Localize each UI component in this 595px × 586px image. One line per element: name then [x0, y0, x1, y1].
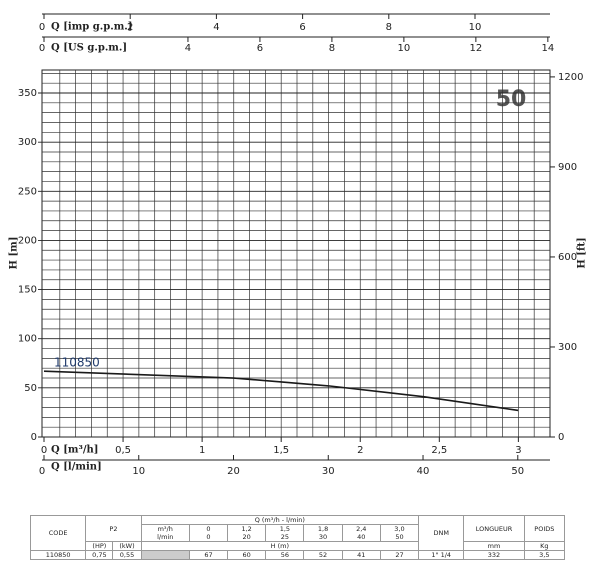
- value: 0: [206, 525, 211, 533]
- y-tick-label: 350: [18, 88, 37, 99]
- cell: mm: [463, 541, 525, 551]
- x-tick-label: 1: [199, 445, 205, 456]
- value: 2,4: [356, 525, 367, 533]
- y-tick-label: 0: [31, 432, 37, 443]
- x-tick-label: 0: [39, 43, 45, 54]
- y2-axis-label: H [ft]: [577, 237, 588, 268]
- x-tick-label: 1,5: [273, 445, 289, 456]
- y-tick-label: 50: [24, 383, 37, 394]
- cell: P2: [85, 515, 142, 542]
- badge-bg: [487, 84, 537, 116]
- cell: H (m): [140, 541, 420, 551]
- x-tick-label: 12: [469, 43, 482, 54]
- x-tick-label: 0: [41, 445, 47, 456]
- x-tick-label: 8: [386, 22, 392, 33]
- unit: m³/h: [157, 525, 173, 533]
- x-tick-label: 8: [329, 43, 335, 54]
- cell: 332: [463, 550, 525, 560]
- curve: [43, 370, 519, 412]
- value: 1,5: [279, 525, 291, 533]
- x-tick-label: 40: [417, 466, 430, 477]
- x-tick-label: 14: [541, 43, 554, 54]
- x-axis-label-imp: Q [imp g.p.m.]: [51, 22, 133, 33]
- x-tick-label: 4: [185, 43, 191, 54]
- y-tick-label: 100: [18, 334, 37, 345]
- value: 0: [206, 533, 211, 541]
- cell: m³/h l/min: [140, 524, 190, 542]
- y2-tick-label: 0: [558, 432, 564, 443]
- cell: CODE: [29, 515, 87, 551]
- cell: LONGUEUR: [463, 515, 525, 542]
- cell: 1,8 30: [303, 524, 343, 542]
- x-tick-label: 6: [257, 43, 263, 54]
- x-tick-label: 20: [227, 466, 240, 477]
- cell: 56: [265, 550, 305, 560]
- cell: 60: [227, 550, 267, 560]
- value: 1,8: [317, 525, 329, 533]
- cell: DNM: [418, 515, 465, 551]
- cell: 0,75: [85, 550, 114, 560]
- unit: l/min: [157, 533, 174, 541]
- x-tick-label: 0: [39, 22, 45, 33]
- cell: POIDS: [523, 515, 566, 542]
- value: 3,0: [394, 525, 405, 533]
- x-axis-label-lmin: Q [l/min]: [51, 462, 102, 473]
- y2-tick-label: 300: [558, 342, 577, 353]
- cell: 67: [188, 550, 229, 560]
- chart: 50 H [m] H [ft] Q [m³/h] Q [l/min] Q [im…: [9, 13, 588, 477]
- cell: 1,2 20: [227, 524, 267, 542]
- y2-tick-label: 900: [558, 162, 577, 173]
- x-tick-label: 6: [299, 22, 305, 33]
- x-tick-label: 10: [132, 466, 145, 477]
- x-axis-label: Q [m³/h]: [51, 445, 99, 456]
- x-tick-label: 2,5: [431, 445, 447, 456]
- x-tick-label: 10: [398, 43, 411, 54]
- y-tick-label: 250: [18, 186, 37, 197]
- x-tick-label: 2: [357, 445, 363, 456]
- value: 25: [280, 533, 289, 541]
- y2-tick-label: 1200: [558, 72, 583, 83]
- x-tick-label: 4: [213, 22, 219, 33]
- cell: 1,5 25: [265, 524, 305, 542]
- x-axis-label-us: Q [US g.p.m.]: [51, 43, 127, 54]
- value: 30: [318, 533, 328, 541]
- x-tick-label: 0,5: [115, 445, 131, 456]
- y-tick-label: 300: [18, 137, 37, 148]
- x-tick-label: 30: [322, 466, 335, 477]
- x-tick-label: 0: [39, 466, 45, 477]
- cell: Kg: [523, 541, 566, 551]
- plot-area: [41, 69, 551, 438]
- value: 50: [395, 533, 404, 541]
- series-label: 110850: [54, 356, 100, 370]
- x-tick-label: 50: [511, 466, 524, 477]
- cell: 1" 1/4: [418, 550, 465, 560]
- cell: 110850: [29, 550, 87, 560]
- y2-tick-label: 600: [558, 252, 577, 263]
- cell: (kW): [112, 541, 142, 551]
- x-tick-label: 2: [127, 22, 133, 33]
- y-axis-label: H [m]: [9, 237, 20, 270]
- cell: [140, 550, 190, 560]
- cell: 27: [379, 550, 420, 560]
- cell: 3,0 50: [379, 524, 420, 542]
- cell: 2,4 40: [341, 524, 381, 542]
- value: 1,2: [241, 525, 252, 533]
- value: 40: [357, 533, 366, 541]
- cell: 52: [303, 550, 343, 560]
- cell: Q (m³/h - l/min): [140, 515, 420, 525]
- x-tick-label: 3: [515, 445, 521, 456]
- x-tick-label: 10: [469, 22, 482, 33]
- cell: (HP): [85, 541, 114, 551]
- y-tick-label: 150: [18, 285, 37, 296]
- cell: 3,5: [523, 550, 566, 560]
- data-table: CODE P2 Q (m³/h - l/min) DNM LONGUEUR PO…: [29, 515, 566, 560]
- y-tick-label: 200: [18, 235, 37, 246]
- value: 20: [242, 533, 251, 541]
- cell: 0,55: [112, 550, 142, 560]
- cell: 41: [341, 550, 381, 560]
- badge: 50: [496, 87, 527, 112]
